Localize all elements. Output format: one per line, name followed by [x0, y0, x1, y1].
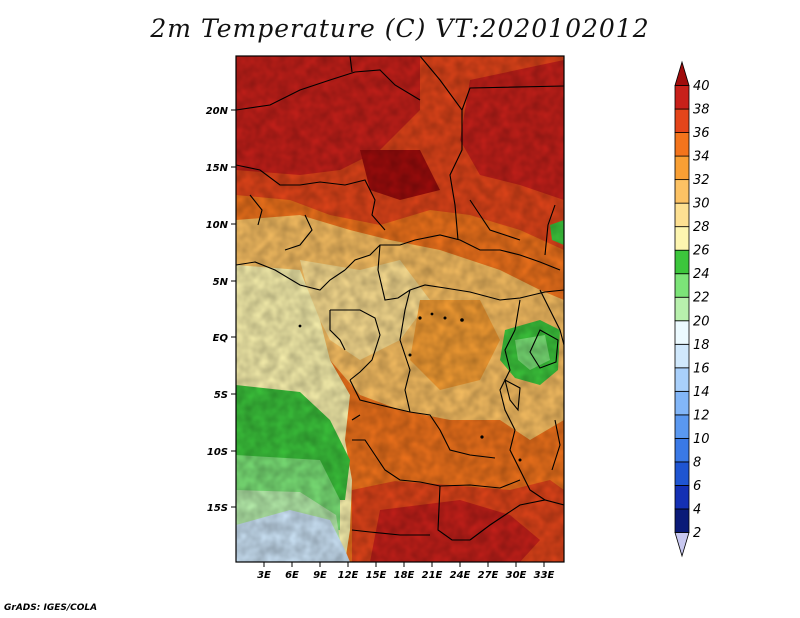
lon-tick-labels: 3E 6E 9E 12E 15E 18E 21E 24E 27E 30E 33E [257, 570, 554, 581]
colorbar-swatch [674, 202, 690, 228]
colorbar-swatch [674, 367, 690, 392]
lon-tick-label: 33E [534, 570, 555, 581]
lon-tick-label: 27E [478, 570, 499, 581]
colorbar-swatch [674, 532, 690, 558]
credit-text: GrADS: IGES/COLA [4, 603, 98, 613]
lat-tick-label: 10S [207, 447, 228, 458]
colorbar-label: 24 [693, 267, 710, 282]
map-frame [235, 55, 565, 563]
lon-tick-label: 3E [257, 570, 271, 581]
colorbar-swatch [674, 485, 690, 510]
colorbar-swatch [674, 320, 690, 345]
colorbar-swatch [674, 508, 690, 533]
colorbar-swatch [674, 60, 690, 86]
lat-tick-label: 5N [213, 277, 229, 288]
colorbar-swatch [674, 343, 690, 369]
colorbar-swatch [674, 179, 690, 204]
lon-tick-label: 24E [450, 570, 471, 581]
temp-texture [236, 56, 564, 562]
colorbar-label: 34 [693, 150, 710, 165]
colorbar-swatch [674, 437, 690, 463]
lon-tick-label: 9E [313, 570, 327, 581]
colorbar-label: 26 [693, 244, 710, 259]
colorbar-swatch [674, 414, 690, 439]
colorbar-swatch [674, 249, 690, 275]
colorbar-swatch [674, 155, 690, 181]
lat-tick-labels: 20N 15N 10N 5N EQ 5S 10S 15S [206, 106, 229, 514]
lon-tick-label: 30E [506, 570, 527, 581]
colorbar-swatch [674, 85, 690, 110]
colorbar-label: 8 [693, 455, 701, 470]
lat-tick-label: 15N [206, 163, 229, 174]
colorbar-swatch [674, 226, 690, 251]
colorbar-label: 2 [693, 526, 701, 541]
lat-tick-label: 20N [206, 106, 229, 117]
lat-tick-marks [231, 109, 236, 508]
colorbar-label: 10 [693, 432, 710, 447]
lat-tick-label: 10N [206, 220, 229, 231]
map-field [236, 56, 564, 562]
colorbar-label: 6 [693, 479, 701, 494]
country-borders [236, 56, 564, 541]
colorbar-label: 28 [693, 220, 710, 235]
colorbar-label: 12 [693, 408, 710, 423]
colorbar-label: 14 [693, 385, 710, 400]
colorbar-label: 4 [693, 502, 701, 517]
colorbar-label: 38 [693, 103, 710, 118]
lake-outlines [298, 312, 522, 462]
colorbar-swatch [674, 296, 690, 322]
lon-tick-marks [263, 562, 545, 567]
colorbar-label: 30 [693, 197, 710, 212]
chart-title: 2m Temperature (C) VT:2020102012 [150, 14, 650, 43]
colorbar-label: 16 [693, 361, 710, 376]
lon-tick-label: 15E [366, 570, 387, 581]
colorbar-label: 32 [693, 173, 710, 188]
colorbar-label: 36 [693, 126, 710, 141]
colorbar-swatch [674, 273, 690, 298]
colorbar-label: 40 [693, 79, 710, 94]
lat-tick-label: 5S [214, 390, 228, 401]
lat-tick-label: 15S [207, 503, 228, 514]
lon-tick-label: 12E [338, 570, 359, 581]
colorbar-swatch [674, 390, 690, 416]
colorbar-swatch [674, 108, 690, 133]
lon-tick-label: 6E [285, 570, 299, 581]
colorbar-swatch [674, 132, 690, 157]
lat-tick-label: EQ [213, 333, 229, 344]
colorbar-swatch [674, 461, 690, 486]
colorbar-label: 20 [693, 314, 710, 329]
colorbar-label: 18 [693, 338, 710, 353]
lon-tick-label: 21E [422, 570, 443, 581]
colorbar-label: 22 [693, 291, 710, 306]
lon-tick-label: 18E [394, 570, 415, 581]
